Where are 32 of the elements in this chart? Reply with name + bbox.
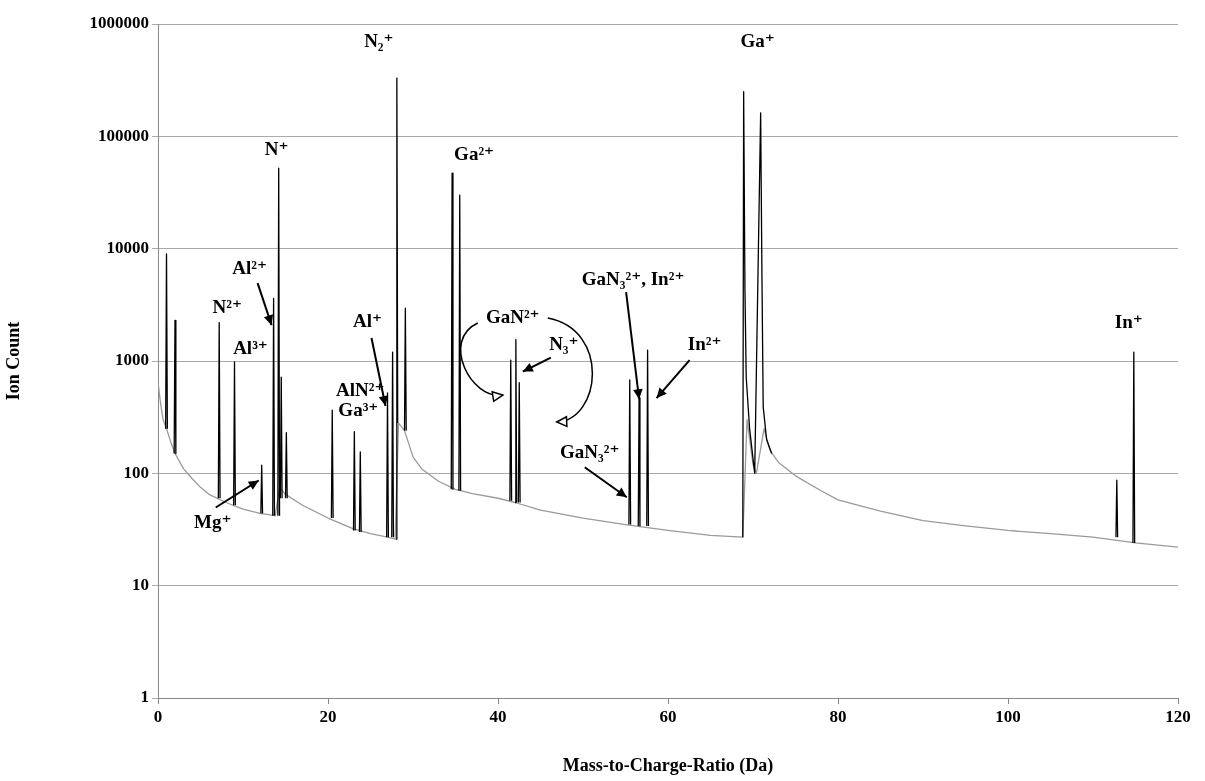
x-tick-label: 20	[319, 706, 337, 726]
annotation: Ga³⁺	[338, 398, 379, 420]
annotation: Ga⁺	[740, 29, 775, 51]
y-tick-label: 10000	[106, 238, 149, 258]
x-tick-label: 40	[489, 706, 507, 726]
annotation: N₂⁺	[364, 29, 394, 51]
x-tick-label: 120	[1165, 706, 1191, 726]
annotation: N⁺	[264, 138, 289, 160]
annotation: Al⁺	[352, 309, 383, 331]
annotation: N²⁺	[212, 296, 242, 318]
y-tick-label: 100	[123, 462, 149, 482]
x-tick-label: 100	[995, 706, 1021, 726]
annotation: Mg⁺	[193, 511, 232, 533]
annotation: GaN₃²⁺	[560, 441, 620, 463]
x-tick-label: 0	[153, 706, 163, 726]
y-axis-title: Ion Count	[3, 321, 24, 401]
annotation: Al³⁺	[233, 336, 268, 358]
x-tick-label: 80	[829, 706, 847, 726]
annotation: In⁺	[1114, 311, 1143, 333]
x-axis-title: Mass-to-Charge-Ratio (Da)	[562, 754, 774, 776]
y-tick-label: 1	[140, 687, 149, 707]
x-tick-label: 60	[659, 706, 677, 726]
annotation: GaN₃²⁺, In²⁺	[581, 268, 685, 290]
y-tick-label: 100000	[98, 125, 149, 145]
y-tick-label: 10	[132, 575, 149, 595]
y-tick-label: 1000	[115, 350, 149, 370]
annotation: Ga²⁺	[454, 143, 495, 165]
annotation: In²⁺	[687, 333, 722, 355]
annotation: N₃⁺	[549, 332, 579, 354]
annotation: Al²⁺	[232, 257, 267, 279]
annotation: GaN²⁺	[485, 305, 540, 327]
y-tick-label: 1000000	[89, 13, 149, 33]
